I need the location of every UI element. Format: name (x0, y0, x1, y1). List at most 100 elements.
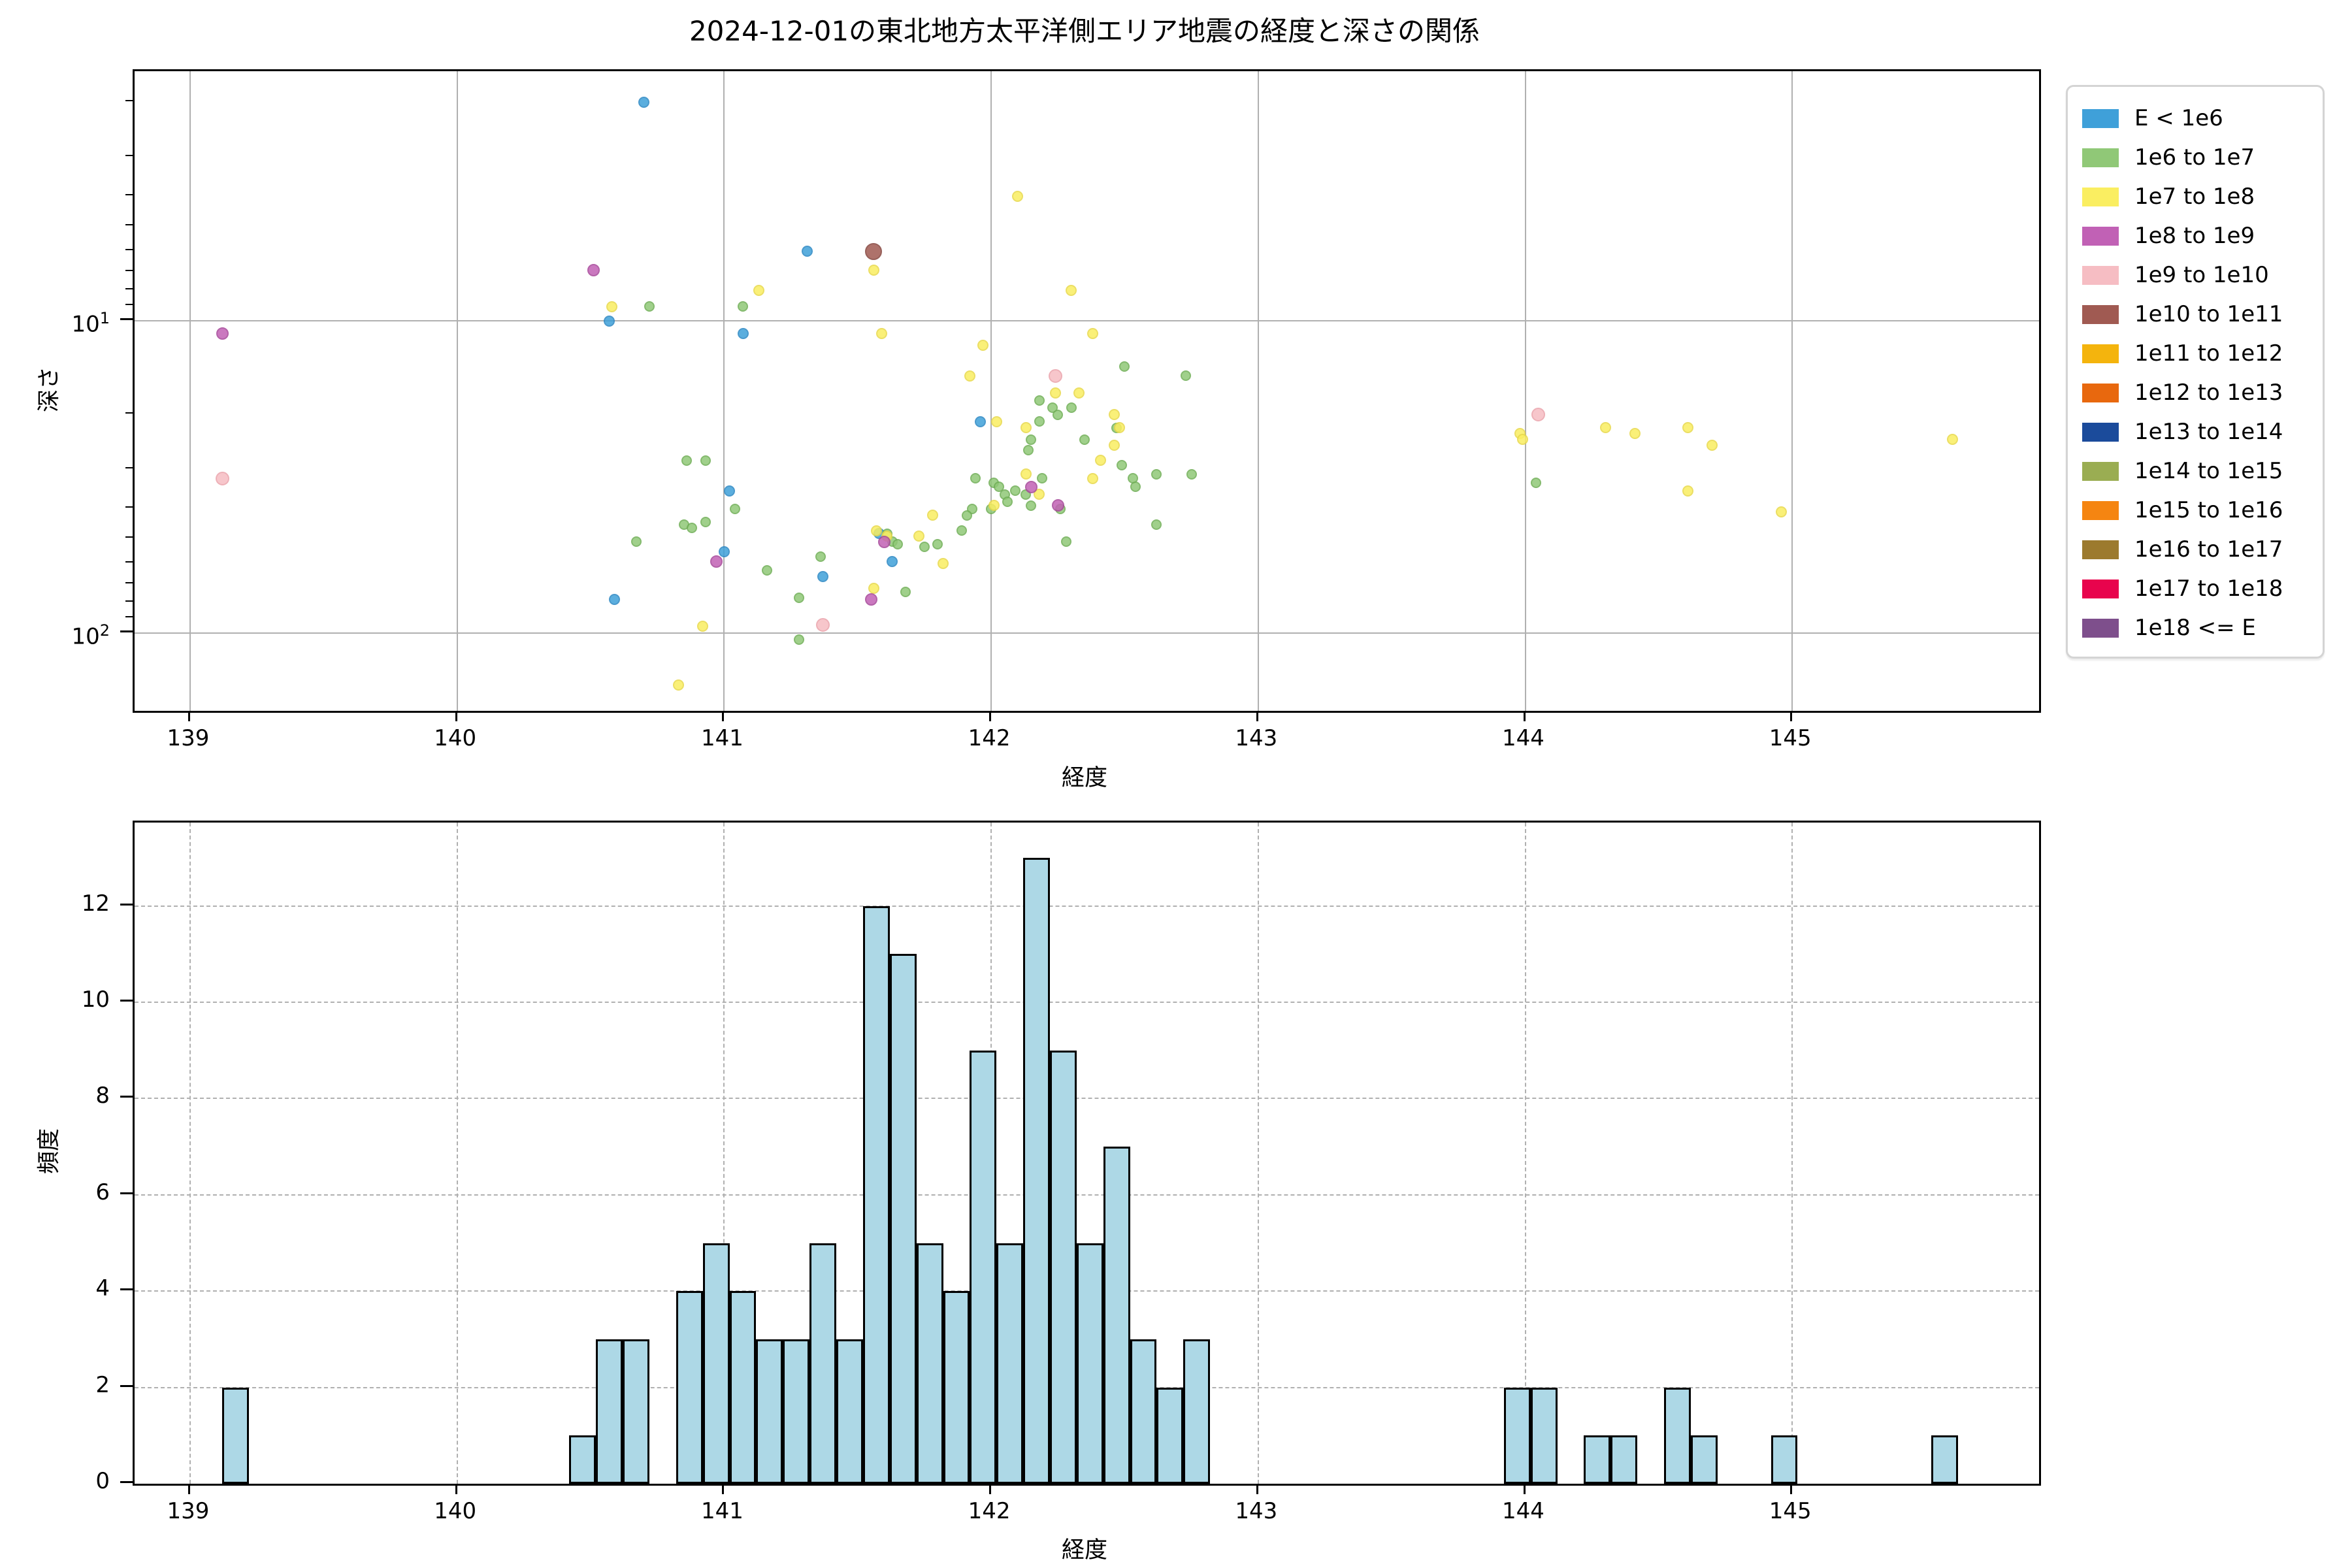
scatter-point (1530, 477, 1541, 488)
scatter-point (638, 97, 650, 108)
legend-swatch (2082, 618, 2119, 638)
legend-swatch (2082, 461, 2119, 481)
legend-label: 1e10 to 1e11 (2134, 301, 2283, 327)
scatter-point (1048, 368, 1062, 383)
scatter-point (793, 592, 804, 603)
scatter-point (868, 583, 879, 595)
scatter-x-tick-label: 141 (700, 725, 743, 751)
histogram-y-tick-label: 8 (95, 1083, 110, 1109)
legend-item: 1e9 to 1e10 (2082, 255, 2323, 295)
scatter-point (697, 620, 709, 632)
scatter-point (1002, 497, 1013, 508)
scatter-point (1151, 468, 1162, 480)
scatter-point (609, 593, 621, 605)
scatter-point (1066, 285, 1077, 297)
scatter-point (216, 327, 229, 340)
histogram-y-tick-label: 10 (81, 987, 110, 1013)
histogram-x-tick-label: 144 (1502, 1498, 1544, 1524)
histogram-gridline-horizontal (135, 1002, 2039, 1003)
legend-item: 1e16 to 1e17 (2082, 530, 2323, 569)
legend-swatch (2082, 226, 2119, 246)
legend-item: 1e14 to 1e15 (2082, 451, 2323, 491)
scatter-x-tick (989, 711, 992, 721)
scatter-gridline-horizontal (135, 320, 2039, 321)
scatter-y-tick-label: 102 (71, 621, 110, 650)
legend-label: 1e13 to 1e14 (2134, 419, 2283, 445)
histogram-bar (676, 1291, 703, 1484)
histogram-gridline-horizontal (135, 905, 2039, 907)
scatter-point (815, 551, 826, 563)
scatter-y-minor-tick (125, 581, 133, 583)
histogram-y-tick (120, 1096, 133, 1098)
scatter-point (1009, 485, 1021, 497)
scatter-y-minor-tick (125, 561, 133, 563)
scatter-y-minor-tick (125, 536, 133, 538)
histogram-y-tick (120, 903, 133, 906)
histogram-gridline-vertical (189, 823, 191, 1484)
scatter-point (938, 558, 949, 570)
scatter-point (1073, 387, 1085, 399)
scatter-point (718, 546, 730, 558)
scatter-gridline-vertical (1791, 71, 1793, 711)
histogram-bar (756, 1339, 783, 1484)
legend-item: 1e13 to 1e14 (2082, 412, 2323, 451)
scatter-point (1151, 519, 1162, 531)
legend-item: 1e15 to 1e16 (2082, 491, 2323, 530)
histogram-bar (222, 1387, 249, 1484)
scatter-y-axis-label: 深さ (36, 366, 63, 413)
histogram-bar (1050, 1050, 1077, 1484)
legend-swatch (2082, 187, 2119, 206)
scatter-y-minor-tick (125, 224, 133, 226)
scatter-point (1049, 387, 1061, 399)
histogram-bar (1931, 1435, 1958, 1484)
histogram-y-tick (120, 1288, 133, 1291)
legend-swatch (2082, 148, 2119, 167)
legend-swatch (2082, 383, 2119, 402)
scatter-y-tick-label: 101 (71, 309, 110, 338)
scatter-y-minor-tick (125, 193, 133, 195)
histogram-bar (862, 906, 890, 1484)
scatter-gridline-vertical (723, 71, 725, 711)
histogram-gridline-vertical (1257, 823, 1259, 1484)
figure-title: 2024-12-01の東北地方太平洋側エリア地震の経度と深さの関係 (689, 15, 1480, 47)
histogram-bar (943, 1291, 970, 1484)
histogram-bar (836, 1339, 863, 1484)
scatter-x-tick-label: 142 (968, 725, 1011, 751)
legend-label: 1e18 <= E (2134, 615, 2256, 641)
scatter-y-minor-tick (125, 287, 133, 289)
histogram-bar (1076, 1243, 1103, 1484)
scatter-x-tick (455, 711, 457, 721)
legend-item: 1e6 to 1e7 (2082, 138, 2323, 177)
histogram-bar (1023, 857, 1050, 1484)
histogram-gridline-vertical (1791, 823, 1793, 1484)
histogram-bar (1156, 1387, 1184, 1484)
histogram-x-tick (1256, 1484, 1258, 1494)
legend-label: 1e17 to 1e18 (2134, 576, 2283, 602)
histogram-gridline-vertical (1524, 823, 1526, 1484)
scatter-point (630, 536, 642, 547)
legend-item: E < 1e6 (2082, 99, 2323, 138)
scatter-point (919, 542, 930, 553)
legend-item: 1e7 to 1e8 (2082, 177, 2323, 216)
histogram-gridline-horizontal (135, 1194, 2039, 1196)
histogram-y-axis-label: 頻度 (36, 1128, 63, 1175)
scatter-point (700, 516, 711, 527)
scatter-point (1026, 500, 1037, 511)
histogram-y-tick (120, 1384, 133, 1387)
scatter-x-tick (188, 711, 190, 721)
histogram-x-tick (1523, 1484, 1526, 1494)
scatter-point (1034, 489, 1045, 500)
scatter-point (793, 634, 804, 645)
histogram-bar (1771, 1435, 1798, 1484)
histogram-bar (996, 1243, 1024, 1484)
histogram-bar (809, 1243, 837, 1484)
scatter-point (926, 510, 938, 521)
scatter-point (956, 525, 968, 536)
legend-label: 1e12 to 1e13 (2134, 380, 2283, 406)
scatter-point (1108, 439, 1120, 451)
histogram-x-tick-label: 141 (700, 1498, 743, 1524)
histogram-x-tick-label: 142 (968, 1498, 1011, 1524)
scatter-x-tick-label: 143 (1235, 725, 1278, 751)
scatter-point (1012, 191, 1024, 203)
